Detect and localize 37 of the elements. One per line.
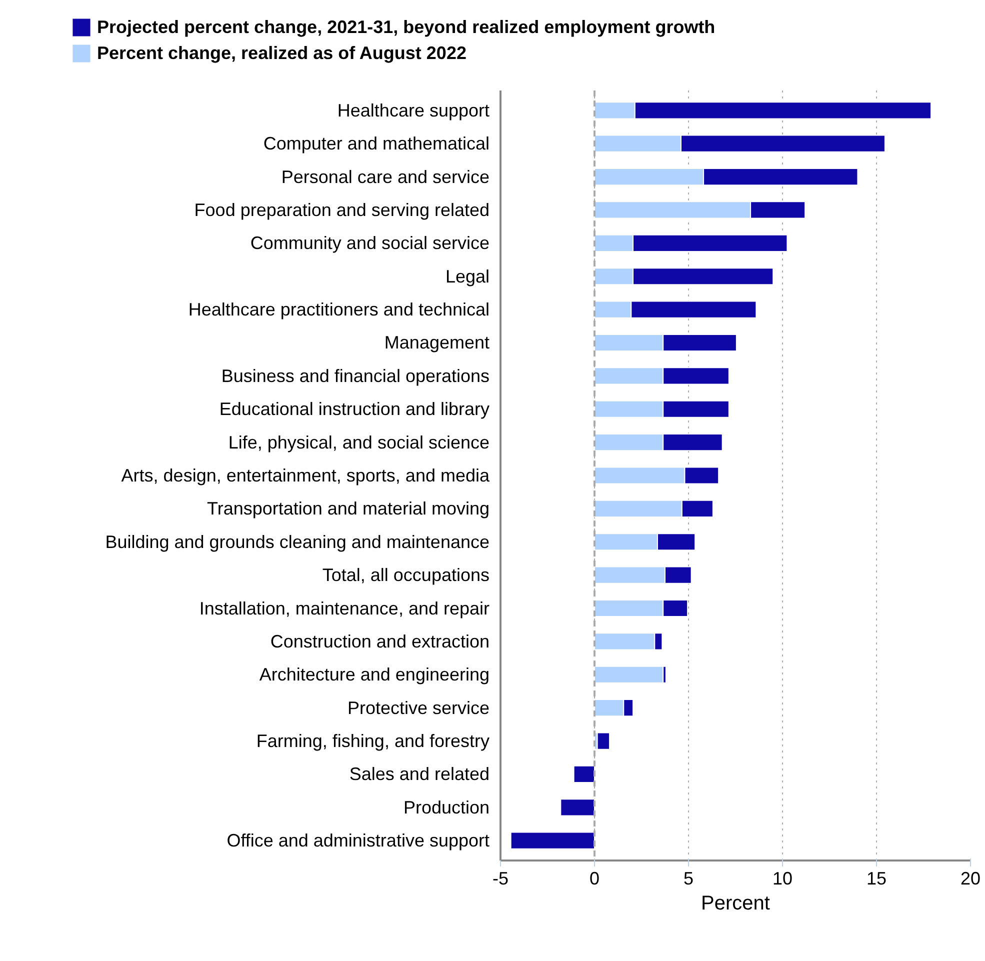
x-tick-label: 0 [589, 868, 600, 888]
y-tick-label: Building and grounds cleaning and maintenance [105, 532, 490, 552]
bar [510, 832, 595, 850]
x-tick-label: -5 [492, 868, 509, 888]
bar [573, 765, 595, 784]
y-tick-label: Life, physical, and social science [228, 432, 490, 452]
y-tick-label: Arts, design, entertainment, sports, and media [121, 466, 490, 486]
y-tick-label: Sales and related [349, 764, 490, 784]
y-tick-label: Total, all occupations [322, 565, 490, 586]
legend-label: Projected percent change, 2021-31, beyond realized employment growth [97, 16, 716, 38]
bar [560, 798, 595, 816]
y-tick-label: Architecture and engineering [259, 664, 490, 685]
legend-label: Percent change, realized as of August 2022 [97, 42, 466, 64]
y-tick-label: Healthcare practitioners and technical [188, 300, 490, 320]
x-tick-label: 5 [683, 868, 694, 888]
y-tick-label: Office and administrative support [226, 830, 490, 851]
y-tick-label: Business and financial operations [221, 366, 490, 386]
y-tick-label: Management [384, 332, 490, 353]
y-tick-label: Transportation and material moving [207, 498, 490, 519]
bar [594, 666, 664, 684]
y-tick-label: Farming, fishing, and forestry [256, 731, 490, 752]
bar [596, 732, 610, 750]
y-tick-label: Community and social service [250, 233, 490, 254]
x-tick-label: 20 [960, 868, 981, 888]
y-tick-label: Personal care and service [281, 166, 490, 187]
y-tick-label: Computer and mathematical [263, 134, 490, 154]
y-tick-label: Educational instruction and library [219, 399, 490, 420]
x-tick-label: 10 [772, 868, 793, 888]
y-tick-label: Construction and extraction [270, 631, 490, 652]
y-tick-label: Installation, maintenance, and repair [199, 598, 490, 618]
x-tick-label: 15 [866, 868, 887, 888]
y-tick-label: Food preparation and serving related [194, 200, 490, 220]
y-tick-label: Healthcare support [337, 100, 490, 120]
y-tick-label: Production [403, 797, 490, 818]
x-axis-title: Percent [701, 892, 770, 914]
y-tick-label: Legal [445, 266, 490, 286]
y-tick-label: Protective service [347, 698, 490, 718]
